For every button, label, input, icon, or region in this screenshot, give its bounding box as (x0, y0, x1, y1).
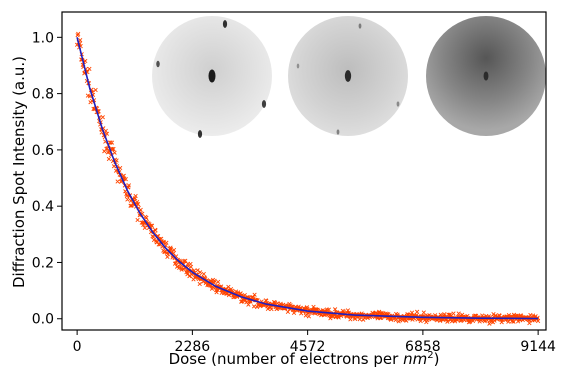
y-axis-label: Diffraction Spot Intensity (a.u.) (10, 56, 28, 288)
y-tick-label: 0.0 (32, 312, 54, 328)
x-axis-label-exponent: 2 (427, 350, 433, 361)
y-tick-label: 1.0 (32, 30, 54, 46)
x-axis-label-close: ) (434, 350, 440, 368)
y-tick-label: 0.6 (32, 143, 54, 159)
insets (152, 16, 546, 138)
diffraction-spot (156, 60, 160, 68)
x-axis-label: Dose (number of electrons per nm2) (169, 350, 440, 368)
fit-line (76, 37, 539, 320)
x-tick-label: 6858 (405, 339, 441, 355)
diffraction-spot (197, 130, 203, 138)
diffraction-spot (261, 100, 267, 108)
x-axis-label-unit: nm (403, 350, 427, 368)
y-tick-label: 0.8 (32, 87, 54, 103)
diffraction-spot (483, 71, 489, 81)
x-axis: 0 2286 4572 6858 9144 (73, 330, 556, 355)
y-tick-label: 0.2 (32, 255, 54, 271)
x-axis-label-text: Dose (number of electrons per (169, 350, 403, 368)
diffraction-spot (222, 20, 228, 28)
diffraction-spot (296, 63, 300, 69)
diffraction-spot (358, 23, 362, 29)
y-tick-label: 0.4 (32, 199, 54, 215)
plot-frame (61, 11, 547, 331)
x-tick-label: 4572 (290, 339, 326, 355)
diffraction-spot (208, 69, 216, 83)
y-axis: 0.0 0.2 0.4 0.6 0.8 1.0 (32, 30, 62, 328)
diffraction-spot (344, 70, 352, 82)
x-tick-label: 2286 (175, 339, 211, 355)
diffraction-spot (396, 101, 400, 107)
x-tick-label: 0 (73, 339, 82, 355)
x-tick-label: 9144 (520, 339, 556, 355)
diffraction-spot (336, 129, 340, 135)
